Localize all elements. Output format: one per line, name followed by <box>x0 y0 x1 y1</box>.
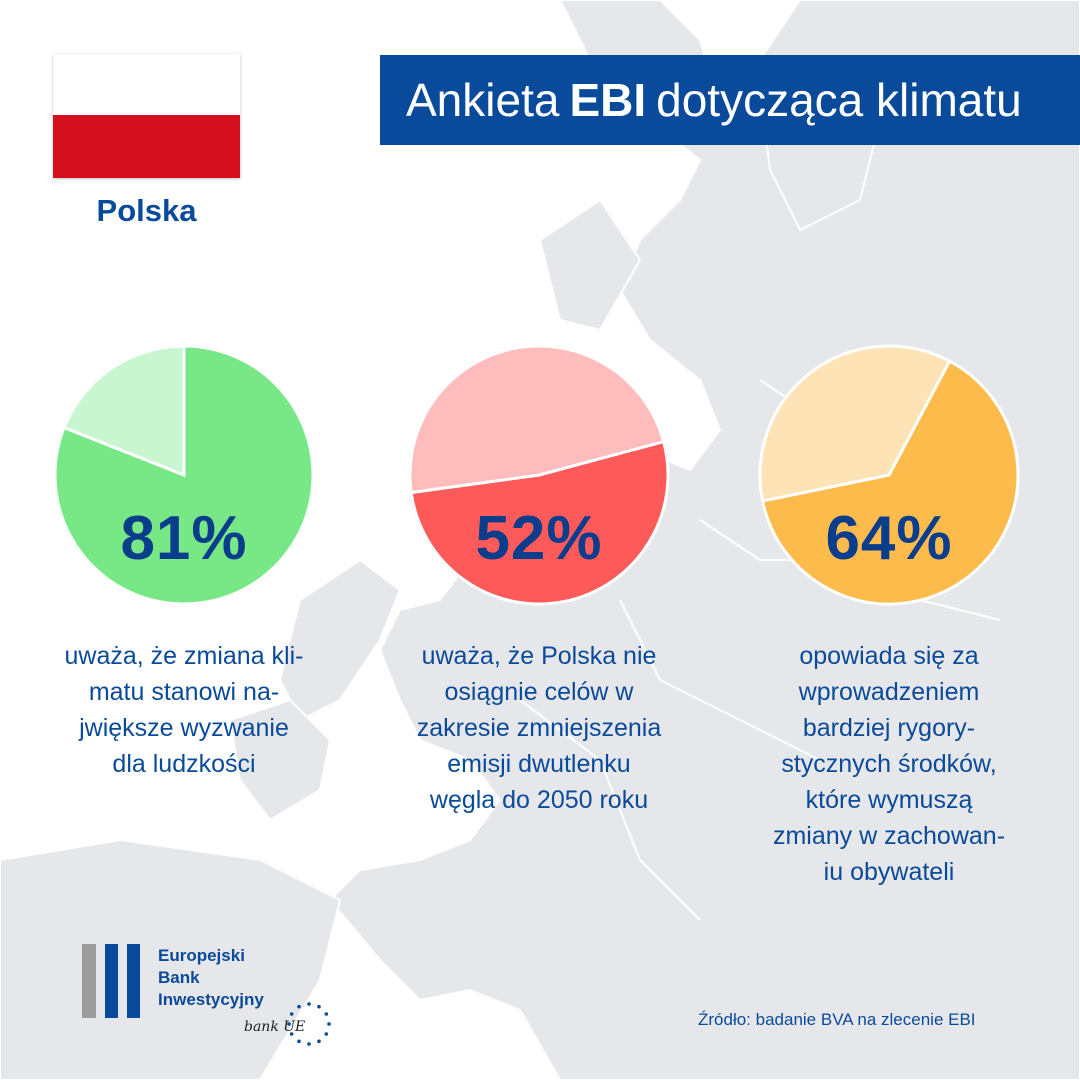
pie-chart-emission-goals <box>408 344 670 606</box>
title-bold: EBI <box>569 74 647 126</box>
desc-stricter-measures: opowiada się za wprowadzeniem bardziej ryg… <box>739 638 1039 890</box>
desc-line: stycznych środków, <box>781 750 997 778</box>
pie-label-stricter-measures: 64% <box>825 504 953 573</box>
desc-line: dla ludzkości <box>112 750 256 778</box>
desc-line: emisji dwutlenku <box>447 750 631 778</box>
logo-bar-blue-1 <box>105 944 118 1018</box>
pie-label-climate-challenge: 81% <box>120 504 248 573</box>
logo-bar-blue-2 <box>127 944 140 1018</box>
desc-line: iu obywateli <box>823 858 955 886</box>
eu-star <box>289 1032 294 1036</box>
desc-line: węgla do 2050 roku <box>429 786 649 814</box>
eu-star <box>289 1012 294 1016</box>
logo-text: Europejski Bank Inwestycyjny <box>158 945 264 1011</box>
eu-star <box>297 1004 301 1009</box>
pie-label-emission-goals: 52% <box>475 504 603 573</box>
title-prefix: Ankieta <box>406 74 560 126</box>
desc-emission-goals: uważa, że Polska nie osiągnie celów w zakr… <box>389 638 689 818</box>
pie-slice-rest <box>408 344 666 495</box>
desc-climate-challenge: uważa, że zmiana kli-matu stanowi na-jwi… <box>34 638 334 782</box>
page-title: Ankieta EBI dotycząca klimatu <box>380 55 1080 145</box>
eu-star <box>324 1012 329 1016</box>
eu-star <box>327 1022 331 1026</box>
logo-line-1: Europejski <box>158 946 245 965</box>
desc-line: osiągnie celów w <box>444 678 634 706</box>
poland-flag <box>53 54 240 178</box>
logo-line-2: Bank <box>158 968 200 987</box>
desc-line: zakresie zmniejszenia <box>416 714 662 742</box>
country-name: Polska <box>96 193 197 228</box>
pie-chart-stricter-measures <box>758 344 1020 606</box>
desc-line: które wymuszą <box>805 786 973 814</box>
desc-line: uważa, że zmiana kli- <box>64 642 304 670</box>
desc-line: jwiększe wyzwanie <box>79 714 289 742</box>
desc-line: uważa, że Polska nie <box>421 642 657 670</box>
title-suffix: dotycząca klimatu <box>656 74 1022 126</box>
logo-bar-grey <box>82 944 96 1018</box>
eu-star <box>307 1002 311 1006</box>
desc-line: bardziej rygory- <box>802 714 976 742</box>
flag-red-stripe <box>53 115 240 178</box>
desc-line: matu stanowi na- <box>88 678 280 706</box>
source-note: Źródło: badanie BVA na zlecenie EBI <box>698 1010 976 1029</box>
pie-slice-rest <box>62 344 186 478</box>
eu-star <box>307 1042 311 1046</box>
eu-star <box>297 1039 301 1044</box>
eu-star <box>317 1039 321 1044</box>
eu-star <box>317 1004 321 1009</box>
pie-chart-climate-challenge <box>53 344 315 606</box>
pie-slice-main <box>409 439 670 606</box>
logo-tagline: bank UE <box>244 1019 306 1035</box>
desc-line: opowiada się za <box>799 642 979 670</box>
eu-star <box>287 1022 291 1026</box>
eu-stars-icon <box>287 1002 331 1046</box>
desc-line: zmiany w zachowan- <box>772 822 1006 850</box>
eu-star <box>324 1032 329 1036</box>
desc-line: wprowadzeniem <box>798 678 980 706</box>
pie-slice-main <box>760 359 1020 606</box>
pie-slice-rest <box>758 344 952 503</box>
flag-white-stripe <box>53 54 240 115</box>
logo-line-3: Inwestycyjny <box>158 990 264 1009</box>
